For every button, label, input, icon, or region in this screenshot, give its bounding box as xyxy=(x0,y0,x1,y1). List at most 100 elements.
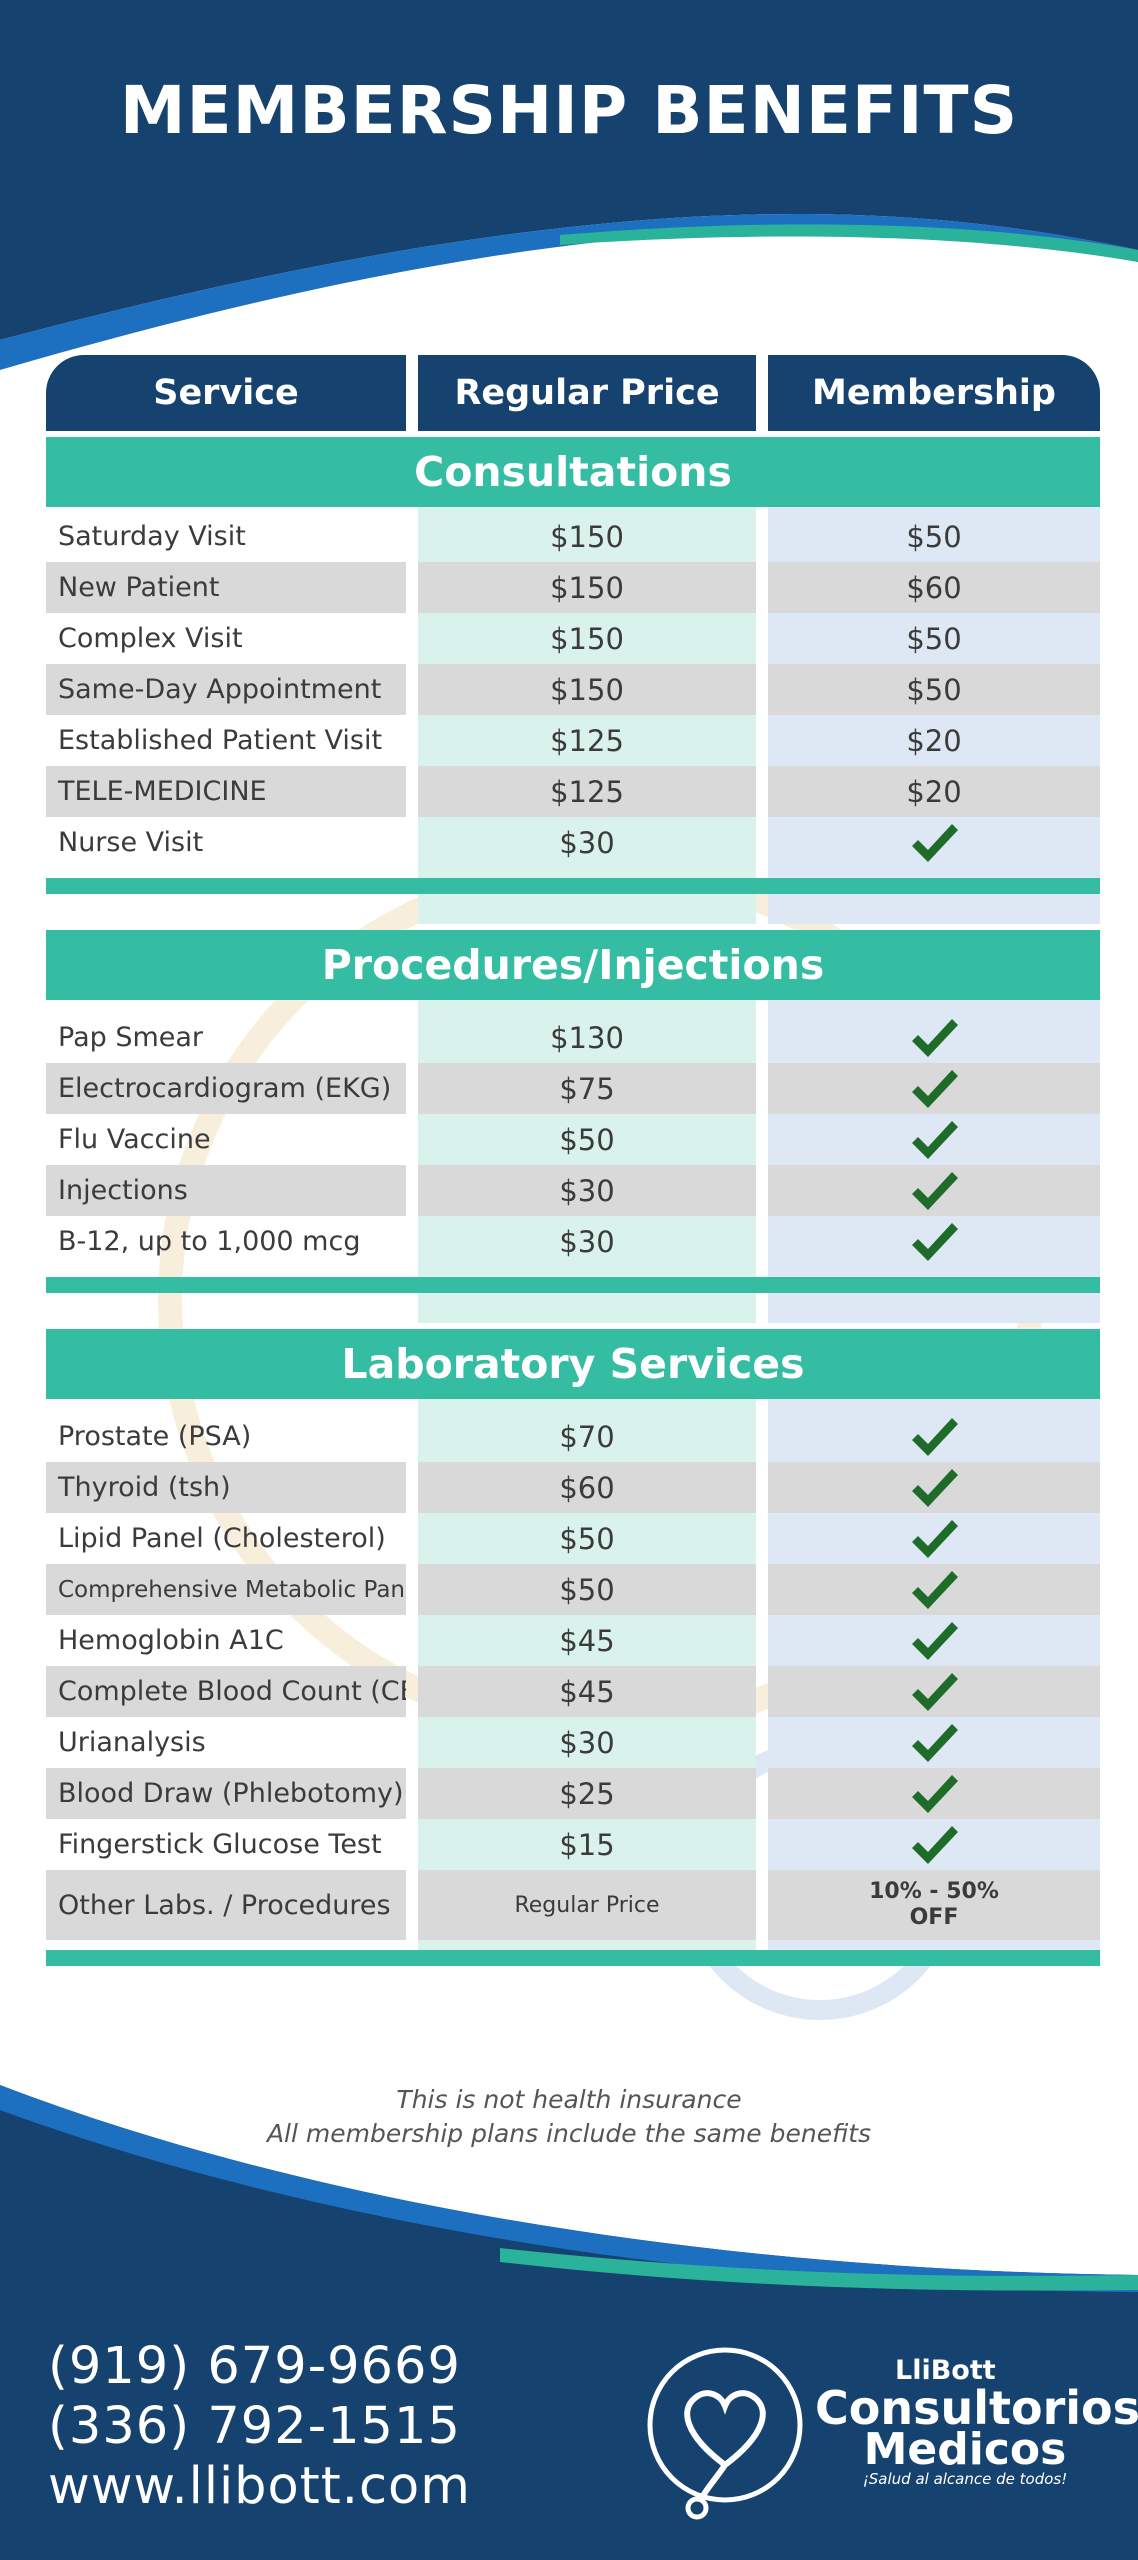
section-divider xyxy=(46,1950,1100,1966)
header-regular-price: Regular Price xyxy=(418,355,756,431)
check-icon xyxy=(912,1069,958,1108)
regular-price-cell: $150 xyxy=(418,664,756,715)
regular-price-cell: Regular Price xyxy=(418,1870,756,1940)
section-divider xyxy=(46,878,1100,894)
check-icon xyxy=(912,1723,958,1762)
regular-price-cell: $60 xyxy=(418,1462,756,1513)
table-row: Pap Smear $130 xyxy=(46,1012,1100,1063)
regular-price-cell: $30 xyxy=(418,1216,756,1267)
service-cell: Flu Vaccine xyxy=(58,1124,211,1155)
table-header: Service Regular Price Membership xyxy=(46,355,1100,431)
service-cell: B-12, up to 1,000 mcg xyxy=(58,1226,361,1257)
section-heading: Consultations xyxy=(46,437,1100,507)
logo-word-2: Medicos xyxy=(863,2424,1067,2475)
note-line-2: All membership plans include the same be… xyxy=(266,2119,872,2148)
table-sections: Consultations Saturday Visit $150 $50 New Pa… xyxy=(46,437,1100,1966)
table-row: Saturday Visit $150 $50 xyxy=(46,511,1100,562)
disclaimer-note: This is not health insurance All members… xyxy=(0,2083,1138,2151)
logo-tagline: ¡Salud al alcance de todos! xyxy=(862,2470,1068,2488)
regular-price-cell: $15 xyxy=(418,1819,756,1870)
membership-cell xyxy=(768,1615,1100,1666)
table-row: Complete Blood Count (CBC)$45 xyxy=(46,1666,1100,1717)
brand-logo: LliBott Consultorios Medicos ¡Salud al a… xyxy=(815,2355,1138,2488)
table-row: TELE-MEDICINE $125 $20 xyxy=(46,766,1100,817)
service-cell: Fingerstick Glucose Test xyxy=(58,1829,382,1860)
table-row: Nurse Visit $30 xyxy=(46,817,1100,868)
regular-price-cell: $45 xyxy=(418,1666,756,1717)
table-row: Comprehensive Metabolic Panel $50 xyxy=(46,1564,1100,1615)
regular-price-cell: $30 xyxy=(418,1717,756,1768)
logo-word-1: Consultorios xyxy=(815,2381,1138,2435)
service-cell: Injections xyxy=(46,1165,406,1216)
row-spacer xyxy=(46,1000,1100,1012)
regular-price-cell: $50 xyxy=(418,1564,756,1615)
service-cell: Other Labs. / Procedures xyxy=(46,1870,406,1940)
table-row: Prostate (PSA) $70 xyxy=(46,1411,1100,1462)
header-membership: Membership xyxy=(768,355,1100,431)
table-row: Urianalysis $30 xyxy=(46,1717,1100,1768)
pricing-table: Service Regular Price Membership Consult… xyxy=(46,355,1100,1966)
membership-cell xyxy=(768,1216,1100,1267)
row-spacer xyxy=(46,1940,1100,1950)
section-spacer xyxy=(46,1293,1100,1323)
membership-cell xyxy=(768,1411,1100,1462)
stethoscope-heart-icon xyxy=(647,2347,803,2520)
table-row: Injections $30 xyxy=(46,1165,1100,1216)
regular-price-cell: $125 xyxy=(418,766,756,817)
membership-cell xyxy=(768,817,1100,868)
table-row: Complex Visit $150 $50 xyxy=(46,613,1100,664)
membership-cell xyxy=(768,1165,1100,1216)
service-cell: Lipid Panel (Cholesterol) xyxy=(58,1523,386,1554)
regular-price-cell: $150 xyxy=(418,613,756,664)
regular-price-cell: $50 xyxy=(418,1513,756,1564)
phone-1[interactable]: (919) 679-9669 xyxy=(48,2337,461,2396)
service-cell: Urianalysis xyxy=(58,1727,206,1758)
regular-price-cell: $25 xyxy=(418,1768,756,1819)
phone-2[interactable]: (336) 792-1515 xyxy=(48,2397,461,2456)
table-row: Hemoglobin A1C $45 xyxy=(46,1615,1100,1666)
check-icon xyxy=(912,1171,958,1210)
check-icon xyxy=(912,1774,958,1813)
regular-price-cell: $45 xyxy=(418,1615,756,1666)
membership-cell xyxy=(768,1717,1100,1768)
table-row: Flu Vaccine $50 xyxy=(46,1114,1100,1165)
check-icon xyxy=(912,1120,958,1159)
website-link[interactable]: www.llibott.com xyxy=(48,2457,471,2516)
row-spacer xyxy=(46,868,1100,878)
table-row: B-12, up to 1,000 mcg $30 xyxy=(46,1216,1100,1267)
regular-price-cell: $150 xyxy=(418,562,756,613)
regular-price-cell: $70 xyxy=(418,1411,756,1462)
membership-cell xyxy=(768,1513,1100,1564)
section-heading: Procedures/Injections xyxy=(46,930,1100,1000)
table-row: New Patient $150 $60 xyxy=(46,562,1100,613)
section-divider xyxy=(46,1277,1100,1293)
contact-info: (919) 679-9669 (336) 792-1515 www.llibot… xyxy=(48,2337,471,2517)
membership-cell xyxy=(768,1063,1100,1114)
row-spacer xyxy=(46,1267,1100,1277)
discount-line-1: 10% - 50% xyxy=(869,1878,999,1904)
membership-cell xyxy=(768,1462,1100,1513)
page-title: MEMBERSHIP BENEFITS xyxy=(119,72,1019,149)
check-icon xyxy=(912,1519,958,1558)
membership-cell xyxy=(768,1564,1100,1615)
service-cell: TELE-MEDICINE xyxy=(46,766,406,817)
service-cell: Hemoglobin A1C xyxy=(58,1625,284,1656)
check-icon xyxy=(912,1222,958,1261)
regular-price-cell: $30 xyxy=(418,1165,756,1216)
service-cell: Same-Day Appointment xyxy=(46,664,406,715)
regular-price-cell: $125 xyxy=(418,715,756,766)
service-cell: Electrocardiogram (EKG) xyxy=(46,1063,406,1114)
note-line-1: This is not health insurance xyxy=(396,2085,742,2114)
membership-cell xyxy=(768,1012,1100,1063)
service-cell: Complex Visit xyxy=(58,623,243,654)
membership-cell xyxy=(768,1666,1100,1717)
membership-cell: $20 xyxy=(768,715,1100,766)
section-heading: Laboratory Services xyxy=(46,1329,1100,1399)
service-cell: Pap Smear xyxy=(58,1022,204,1053)
discount-line-2: OFF xyxy=(909,1905,959,1930)
check-icon xyxy=(912,1417,958,1456)
check-icon xyxy=(912,823,958,862)
check-icon xyxy=(912,1570,958,1609)
membership-cell xyxy=(768,1114,1100,1165)
